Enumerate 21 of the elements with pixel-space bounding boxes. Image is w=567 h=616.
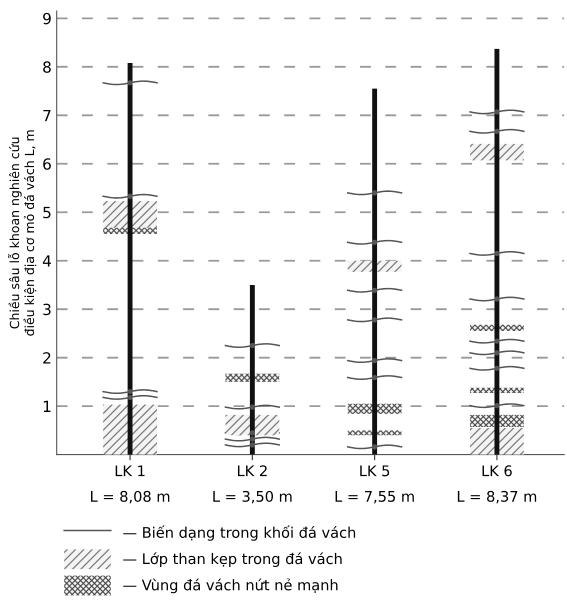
x-tick-label: LK 6 — [482, 465, 512, 476]
legend-label: — Vùng đá vách nứt nẻ mạnh — [123, 578, 338, 594]
data-label: L = 8,37 m — [458, 490, 536, 504]
y-tick-label: 9 — [43, 12, 51, 24]
y-tick-label: 8 — [43, 61, 51, 73]
legend-label: — Lớp than kẹp trong đá vách — [123, 552, 342, 568]
data-label: L = 7,55 m — [336, 491, 414, 504]
y-tick-label: 1 — [44, 400, 50, 412]
data-label: L = 8,08 m — [91, 490, 170, 504]
x-tick-label: LK 2 — [238, 465, 267, 476]
y-axis-title: Chiều sâu lỗ khoan nghiên cứu điều kiện địa cơ mỏ đá vách L, m — [8, 130, 36, 336]
y-tick-label: 7 — [43, 110, 51, 122]
y-tick-label: 3 — [43, 304, 51, 316]
y-tick-label: 2 — [43, 352, 50, 364]
data-label: L = 3,50 m — [213, 490, 292, 504]
legend-label: — Biến dạng trong khối đá vách — [123, 525, 356, 541]
x-tick-label: LK 1 — [116, 465, 145, 476]
y-tick-label: 4 — [42, 255, 51, 267]
y-tick-label: 6 — [43, 158, 51, 170]
x-tick-label: LK 5 — [360, 465, 390, 476]
y-tick-label: 5 — [43, 206, 51, 218]
